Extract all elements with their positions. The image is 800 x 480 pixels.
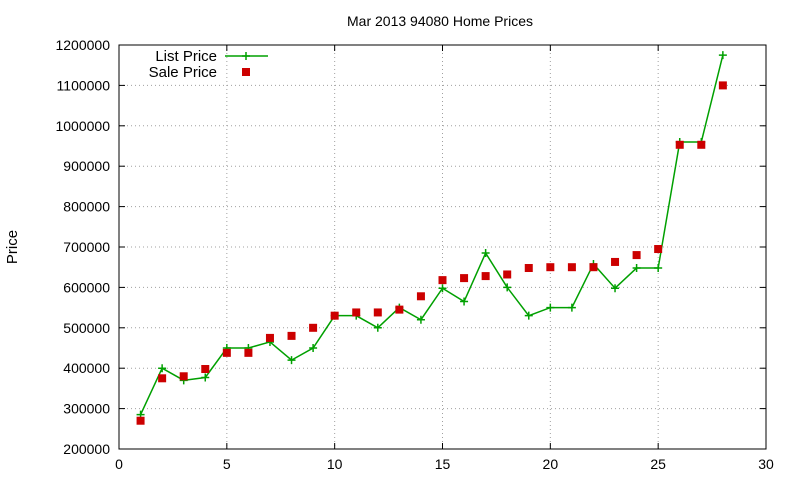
y-tick-label-2: 400000 [63, 360, 110, 376]
chart-title: Mar 2013 94080 Home Prices [347, 13, 533, 29]
data-point-0-18 [524, 311, 533, 320]
data-point-1-17 [503, 270, 512, 279]
data-point-1-26 [697, 140, 706, 149]
y-tick-label-3: 500000 [63, 320, 110, 336]
data-point-1-18 [524, 264, 533, 273]
y-tick-label-6: 800000 [63, 199, 110, 215]
y-axis-title: Price [4, 230, 21, 264]
legend-sample-marker-sale-price [242, 68, 250, 76]
data-point-0-8 [309, 344, 318, 352]
x-tick-label-3: 15 [435, 456, 451, 472]
x-tick-label-1: 5 [223, 456, 231, 472]
x-tick-label-4: 20 [543, 456, 559, 472]
y-tick-label-8: 1000000 [55, 118, 110, 134]
x-tick-label-0: 0 [115, 456, 123, 472]
data-point-1-11 [373, 308, 382, 317]
data-point-1-9 [330, 311, 339, 320]
data-point-1-25 [675, 140, 684, 149]
data-point-0-15 [460, 297, 469, 306]
axes: 0 5 10 15 20 25 30 200000 300000 400000 500000 6000… [55, 37, 774, 472]
data-point-0-27 [718, 51, 727, 60]
data-point-1-12 [395, 305, 404, 314]
legend-label-list-price: List Price [155, 48, 217, 65]
data-point-1-19 [546, 263, 555, 272]
legend-label-sale-price: Sale Price [149, 64, 217, 81]
series-0 [136, 51, 727, 419]
data-point-0-16 [481, 249, 490, 258]
data-point-1-14 [438, 276, 447, 285]
data-point-0-19 [546, 303, 555, 312]
data-point-1-16 [481, 272, 490, 281]
data-point-1-21 [589, 263, 598, 272]
y-tick-label-1: 300000 [63, 401, 110, 417]
data-point-1-5 [244, 348, 253, 357]
series-line-0 [139, 54, 724, 415]
data-point-0-1 [158, 364, 167, 373]
data-point-1-20 [567, 263, 576, 272]
data-point-1-27 [718, 81, 727, 90]
data-point-1-15 [460, 274, 469, 283]
y-tick-label-10: 1200000 [55, 37, 110, 53]
data-point-1-8 [309, 323, 318, 332]
y-tick-label-4: 600000 [63, 279, 110, 295]
data-point-0-14 [438, 284, 447, 293]
y-tick-label-9: 1100000 [57, 77, 111, 93]
y-tick-label-7: 900000 [63, 158, 110, 174]
grid-lines [119, 45, 766, 449]
data-point-0-17 [503, 283, 512, 292]
data-point-0-22 [611, 284, 620, 293]
data-point-1-3 [201, 365, 210, 374]
y-tick-label-5: 700000 [63, 239, 110, 255]
data-point-1-10 [352, 308, 361, 317]
data-point-1-7 [287, 331, 296, 340]
data-point-0-3 [201, 373, 210, 382]
data-point-0-13 [416, 315, 425, 324]
data-point-1-24 [654, 245, 663, 254]
data-point-0-20 [567, 303, 576, 312]
data-point-0-7 [287, 356, 296, 365]
data-point-1-13 [416, 292, 425, 301]
data-point-1-0 [136, 416, 145, 425]
x-tick-label-2: 10 [327, 456, 343, 472]
data-point-1-1 [158, 374, 167, 383]
y-tick-label-0: 200000 [63, 441, 110, 457]
data-point-1-4 [222, 348, 231, 357]
data-point-0-24 [654, 264, 663, 273]
data-point-1-2 [179, 372, 188, 381]
data-point-0-23 [632, 264, 641, 273]
series-1 [136, 81, 727, 425]
data-series [136, 51, 727, 425]
data-point-1-6 [265, 333, 274, 342]
legend-sample-marker-list-price [242, 52, 250, 60]
x-tick-label-6: 30 [758, 456, 774, 472]
data-point-1-22 [611, 257, 620, 266]
x-tick-label-5: 25 [650, 456, 666, 472]
data-point-0-11 [373, 323, 382, 332]
legend: List Price Sale Price [149, 48, 268, 81]
data-point-1-23 [632, 251, 641, 260]
